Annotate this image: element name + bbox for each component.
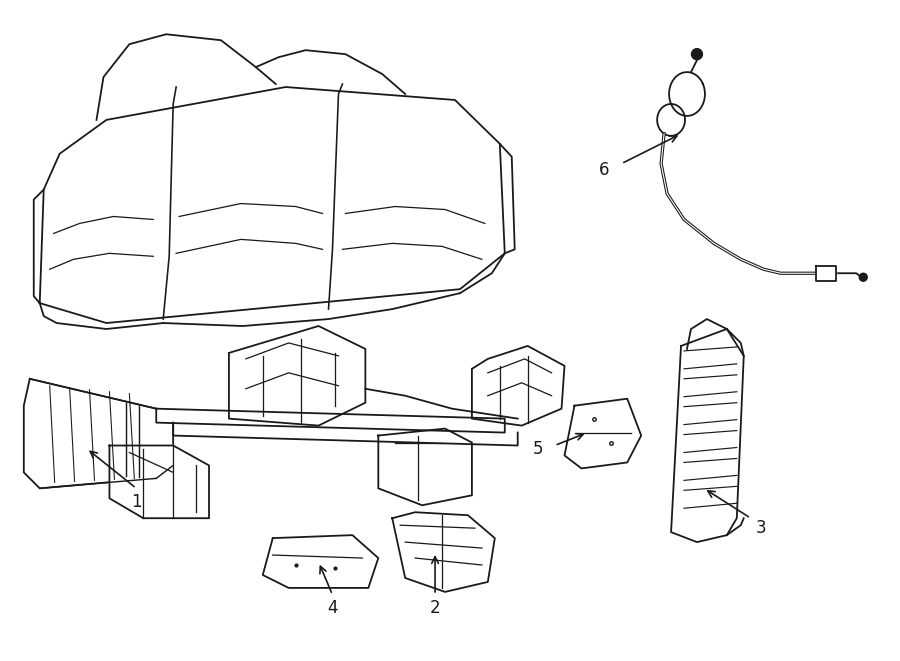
Text: 2: 2 [430, 599, 440, 617]
Polygon shape [564, 399, 641, 469]
Polygon shape [816, 266, 836, 281]
Polygon shape [671, 329, 743, 542]
Text: 5: 5 [533, 440, 543, 457]
Polygon shape [378, 428, 472, 505]
Polygon shape [229, 326, 365, 426]
Polygon shape [472, 346, 564, 426]
Circle shape [691, 49, 702, 59]
Polygon shape [157, 408, 505, 432]
Text: 3: 3 [755, 519, 766, 537]
Polygon shape [40, 87, 505, 323]
Polygon shape [110, 446, 209, 518]
Text: 1: 1 [131, 493, 141, 511]
Polygon shape [23, 379, 173, 488]
Polygon shape [263, 535, 378, 588]
Text: 6: 6 [599, 161, 609, 178]
Circle shape [860, 273, 868, 281]
Text: 4: 4 [328, 599, 338, 617]
Polygon shape [392, 512, 495, 592]
